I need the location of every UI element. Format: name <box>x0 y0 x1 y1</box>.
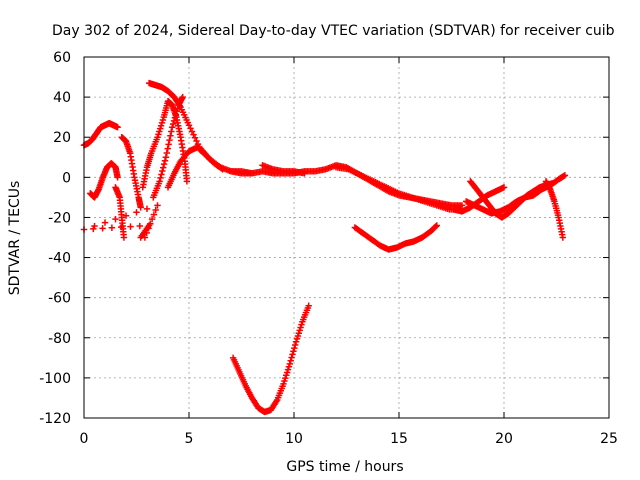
series-arc-10 <box>259 162 308 177</box>
data-point <box>561 172 569 179</box>
data-point <box>99 225 106 232</box>
data-point <box>170 117 178 125</box>
series-arc-8 <box>164 144 226 191</box>
data-point <box>162 154 170 161</box>
data-points <box>80 79 569 416</box>
data-point <box>286 360 293 368</box>
data-point <box>159 167 166 175</box>
data-point <box>114 174 121 181</box>
y-tick-label: 20 <box>53 130 71 146</box>
series-arc-4 <box>118 134 144 211</box>
data-point <box>166 136 173 144</box>
x-axis-label: GPS time / hours <box>286 459 403 475</box>
y-tick-label: -40 <box>48 251 71 267</box>
y-tick-label: 40 <box>53 90 71 106</box>
data-point <box>559 234 566 241</box>
series-arc-5 <box>139 97 191 191</box>
data-point <box>289 351 296 358</box>
plot-frame <box>83 56 610 419</box>
data-point <box>171 114 179 121</box>
data-point <box>183 178 191 185</box>
data-point <box>141 234 149 241</box>
data-point <box>133 209 140 216</box>
data-point <box>147 220 154 227</box>
data-point <box>152 206 159 214</box>
series-arc-15 <box>450 184 508 215</box>
data-point <box>150 211 158 218</box>
data-point <box>157 174 164 182</box>
chart-title: Day 302 of 2024, Sidereal Day-to-day VTE… <box>52 23 615 39</box>
y-tick-label: -120 <box>39 411 71 427</box>
data-point <box>301 170 308 177</box>
data-point <box>165 141 172 148</box>
series-arc-1 <box>80 119 121 149</box>
y-axis-label: SDTVAR / TECUs <box>7 181 23 296</box>
data-point <box>158 171 165 178</box>
data-point <box>127 223 134 230</box>
data-point <box>432 223 440 230</box>
data-point <box>160 164 167 171</box>
data-point <box>154 202 161 209</box>
x-tick-label: 15 <box>390 431 408 447</box>
data-point <box>174 105 181 112</box>
y-tick-label: -60 <box>48 291 71 307</box>
series-arc-7 <box>150 93 186 201</box>
data-point <box>292 341 299 349</box>
data-point <box>173 108 180 115</box>
data-point <box>143 205 151 213</box>
series-arc-2 <box>87 160 121 201</box>
data-point <box>156 178 163 185</box>
data-point <box>108 224 116 231</box>
data-point <box>287 357 294 364</box>
data-point <box>145 225 152 232</box>
data-point <box>160 160 168 168</box>
data-point <box>164 145 171 152</box>
data-point <box>112 215 119 223</box>
data-point <box>143 229 150 237</box>
axis-ticks: 0 5 10 15 20 25 -120 -100 -80 -60 -40 -20 0 20 40 60 <box>39 50 618 447</box>
data-point <box>101 219 109 226</box>
data-point <box>168 128 175 135</box>
data-point <box>169 123 176 131</box>
data-point <box>163 149 170 157</box>
data-point <box>91 222 98 230</box>
x-tick-label: 0 <box>80 431 89 447</box>
data-point <box>148 215 156 223</box>
data-point <box>167 132 174 139</box>
data-point <box>118 223 125 231</box>
x-tick-label: 20 <box>495 431 513 447</box>
data-point <box>219 166 226 173</box>
grid <box>84 57 609 418</box>
series-arc-13 <box>351 222 440 253</box>
data-point <box>291 344 298 352</box>
x-tick-label: 10 <box>285 431 303 447</box>
data-point <box>290 348 297 355</box>
data-point <box>288 354 295 361</box>
data-point <box>114 123 121 131</box>
series-arc-17 <box>542 178 566 241</box>
y-tick-label: -20 <box>48 210 71 226</box>
data-point <box>169 120 177 128</box>
series-arc-3 <box>112 184 128 241</box>
y-tick-label: -100 <box>39 371 71 387</box>
series-arc-12 <box>229 302 312 416</box>
data-point <box>161 157 169 164</box>
y-tick-label: 60 <box>53 50 71 66</box>
data-point <box>500 184 508 191</box>
y-tick-label: -80 <box>48 331 71 347</box>
data-point <box>122 212 130 219</box>
data-point <box>179 93 186 101</box>
data-point <box>120 234 128 241</box>
series-arc-18 <box>80 202 161 241</box>
data-point <box>218 165 225 172</box>
data-point <box>137 204 144 211</box>
data-point <box>433 222 440 229</box>
y-tick-label: 0 <box>62 170 71 186</box>
data-point <box>136 222 143 230</box>
x-tick-label: 5 <box>185 431 194 447</box>
data-point <box>172 111 179 118</box>
data-point <box>305 302 312 309</box>
x-tick-label: 25 <box>600 431 618 447</box>
